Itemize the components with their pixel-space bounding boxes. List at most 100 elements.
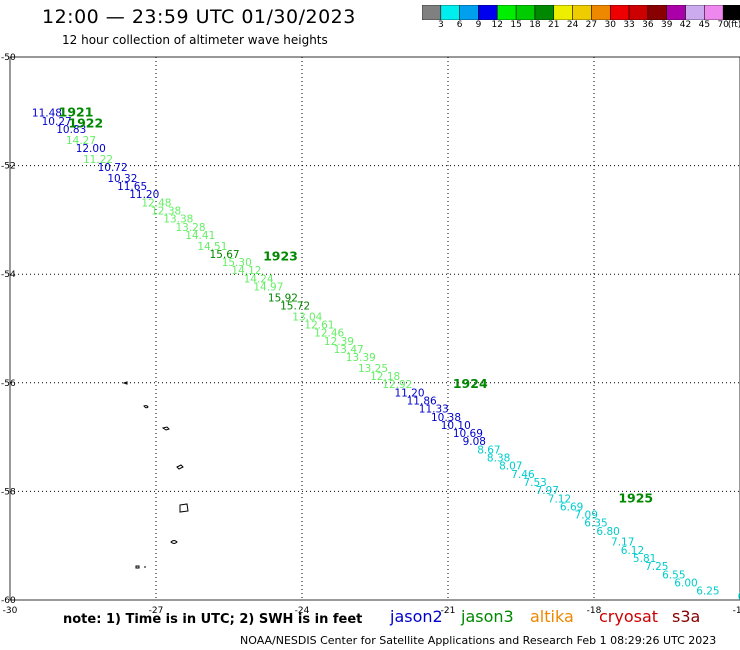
wave-height-label: 12.61 (304, 320, 334, 332)
wave-height-label: 12.92 (382, 379, 412, 391)
lon-tick-label: -15 (733, 606, 740, 616)
color-scale-unit: (ft) (727, 20, 740, 30)
color-scale-swatch (422, 5, 442, 20)
wave-height-label: 7.12 (548, 493, 571, 505)
lat-tick-label: -54 (1, 270, 16, 280)
color-scale-value: 36 (642, 20, 654, 30)
wave-height-label: 6.12 (621, 545, 644, 557)
lat-tick-label: -52 (1, 162, 16, 172)
color-scale-swatch (685, 5, 705, 20)
color-scale-value: 33 (623, 20, 635, 30)
color-scale-swatch (647, 5, 667, 20)
color-scale-swatch (572, 5, 592, 20)
lon-tick-label: -24 (295, 606, 310, 616)
time-label: 1925 (618, 490, 653, 505)
legend-cryosat: cryosat (599, 607, 659, 626)
wave-height-label: 5.81 (633, 553, 656, 565)
wave-height-label: 7.09 (575, 510, 598, 522)
island-outline (161, 426, 170, 431)
wave-height-label: 7.53 (523, 477, 546, 489)
wave-height-label: 12.00 (76, 143, 106, 155)
wave-height-label: 13.25 (358, 363, 388, 375)
color-scale-swatch (722, 5, 740, 20)
wave-height-label: 10.27 (42, 116, 72, 128)
wave-height-label: 7.17 (611, 537, 634, 549)
color-scale-swatch (440, 5, 460, 20)
island-outline (122, 381, 128, 385)
wave-height-label: 14.27 (66, 135, 96, 147)
color-scale-value: 9 (475, 20, 482, 30)
color-scale-swatch (591, 5, 611, 20)
color-scale-value: 24 (566, 20, 579, 30)
wave-height-color-scale (422, 5, 740, 20)
wave-height-label: 6.35 (584, 518, 607, 530)
wave-height-label: 6.00 (674, 577, 697, 589)
color-scale-value: 21 (548, 20, 560, 30)
color-scale-labels: 3 6 9 12 15 18 21 24 27 30 33 36 39 42 45 70 (ft) (422, 20, 740, 34)
wave-height-label: 10.38 (431, 412, 461, 424)
island-outline (170, 540, 178, 544)
color-scale-value: 12 (491, 20, 504, 30)
lat-tick-label: -56 (1, 379, 16, 389)
time-label: 1922 (68, 116, 103, 131)
wave-height-label: 15.67 (210, 249, 240, 261)
wave-height-label: 8.07 (499, 461, 522, 473)
color-scale-swatch (459, 5, 479, 20)
wave-height-track: 11.4810.2710.8314.2712.0011.2210.7210.32… (32, 105, 740, 603)
wave-height-label: 13.39 (346, 352, 376, 364)
lon-tick-label: -21 (441, 606, 456, 616)
wave-height-label: 6.25 (696, 586, 719, 598)
color-scale-value: 27 (585, 20, 598, 30)
wave-height-label: 6.80 (596, 526, 619, 538)
color-scale-value: 39 (660, 20, 673, 30)
wave-height-label: 10.32 (107, 173, 137, 185)
island-outline (179, 503, 189, 513)
wave-height-label: 14.12 (231, 265, 261, 277)
time-label: 1924 (453, 376, 488, 391)
page-title: 12:00 — 23:59 UTC 01/30/2023 (42, 6, 356, 28)
legend-altika: altika (530, 607, 574, 626)
color-scale-swatch (515, 5, 536, 20)
wave-height-label: 6.55 (662, 569, 685, 581)
wave-height-label: 9.08 (463, 436, 486, 448)
color-scale-swatch (497, 5, 517, 20)
color-scale-swatch (553, 5, 573, 20)
wave-height-label: 11.33 (419, 404, 449, 416)
lon-tick-label: -18 (587, 606, 602, 616)
island-outline (143, 405, 149, 409)
footnote: note: 1) Time is in UTC; 2) SWH is in fe… (63, 612, 363, 627)
wave-height-label: 11.20 (394, 387, 424, 399)
wave-height-label: 12.38 (151, 205, 181, 217)
lat-tick-label: -50 (1, 53, 16, 63)
color-scale-value: 6 (456, 20, 463, 30)
wave-height-label: 10.10 (441, 420, 471, 432)
color-scale-value: 3 (437, 20, 444, 30)
wave-height-label: 14.97 (253, 281, 283, 293)
wave-height-label: 8.38 (487, 453, 510, 465)
wave-height-label: 14.41 (185, 230, 215, 242)
wave-height-label: 12.18 (370, 371, 400, 383)
wave-height-label: 15.30 (222, 257, 252, 269)
credit-line: NOAA/NESDIS Center for Satellite Applica… (240, 634, 717, 647)
legend-jason2: jason2 (390, 607, 443, 626)
wave-height-label: 15.72 (280, 300, 310, 312)
wave-height-label: 12.46 (314, 328, 344, 340)
color-scale-swatch (666, 5, 686, 20)
time-label: 1923 (263, 249, 298, 264)
wave-height-label: 10.83 (56, 124, 86, 136)
lon-tick-label: -27 (149, 606, 164, 616)
wave-height-label: 7.25 (645, 561, 668, 573)
lat-tick-label: -60 (1, 596, 16, 606)
color-scale-value: 18 (529, 20, 541, 30)
wave-height-label: 11.20 (129, 189, 159, 201)
island-outline (135, 565, 146, 569)
color-scale-swatch (628, 5, 649, 20)
wave-height-label: 13.28 (175, 222, 205, 234)
wave-height-label: 6.69 (560, 501, 583, 513)
legend-s3a: s3a (672, 607, 701, 626)
wave-height-label: 11.65 (117, 181, 147, 193)
map-frame (9, 56, 740, 601)
wave-height-label: 10.72 (98, 162, 128, 174)
color-scale-value: 45 (698, 20, 711, 30)
